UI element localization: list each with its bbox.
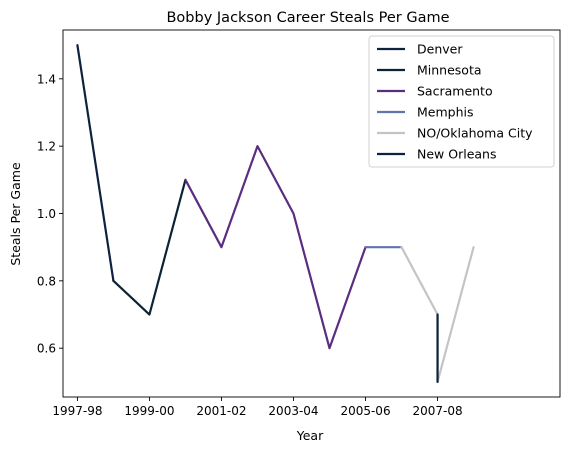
series-line-denver [76, 44, 115, 282]
x-axis-label: Year [296, 428, 324, 443]
y-tick-label: 0.8 [37, 274, 56, 288]
x-tick-label: 2001-02 [196, 404, 246, 418]
x-tick-label: 2007-08 [412, 404, 462, 418]
x-tick-label: 2003-04 [268, 404, 318, 418]
y-tick-label: 1.0 [37, 207, 56, 221]
legend: Denver Minnesota Sacramento Memphis NO/Oklah… [368, 35, 555, 168]
series-line-minnesota [112, 178, 187, 316]
legend-label: Denver [417, 42, 463, 57]
plot-lines [76, 44, 475, 383]
x-axis-ticks: 1997-98 1999-00 2001-02 2003-04 2005-06 2007-… [52, 397, 463, 418]
x-tick-label: 1999-00 [124, 404, 174, 418]
legend-label: New Orleans [417, 147, 496, 162]
y-tick-label: 1.2 [37, 140, 56, 154]
chart-title: Bobby Jackson Career Steals Per Game [166, 10, 449, 26]
y-axis-ticks: 0.6 0.8 1.0 1.2 1.4 [37, 72, 63, 356]
y-axis-label: Steals Per Game [8, 162, 23, 266]
x-tick-label: 2005-06 [340, 404, 390, 418]
x-tick-label: 1997-98 [52, 404, 102, 418]
legend-label: NO/Oklahoma City [417, 126, 533, 141]
y-tick-label: 1.4 [37, 72, 56, 86]
legend-box [368, 35, 555, 168]
legend-label: Minnesota [417, 63, 482, 78]
series-line-sacramento [184, 145, 367, 350]
legend-items: Denver Minnesota Sacramento Memphis NO/Oklah… [377, 42, 533, 162]
legend-label: Sacramento [417, 84, 493, 99]
y-tick-label: 0.6 [37, 342, 56, 356]
legend-label: Memphis [417, 105, 474, 120]
